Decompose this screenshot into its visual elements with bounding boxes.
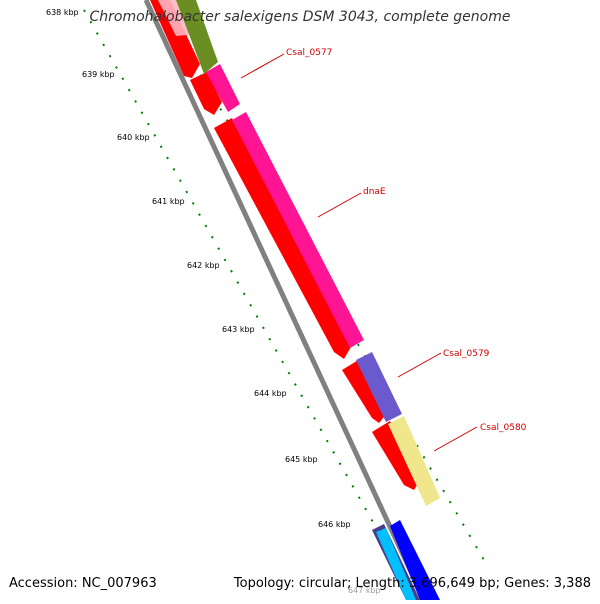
- map-title: Chromohalobacter salexigens DSM 3043, co…: [89, 9, 511, 25]
- tick-label: 644 kbp: [254, 389, 287, 398]
- genome-stats-text: Topology: circular; Length: 3,696,649 bp…: [233, 576, 591, 591]
- tick-label: 642 kbp: [187, 261, 220, 270]
- tick-label: 640 kbp: [117, 133, 150, 142]
- gene-cyan[interactable]: [376, 528, 416, 600]
- gene-pink-dnaE[interactable]: [232, 112, 364, 348]
- leader-Csal_0579: [397, 352, 442, 378]
- gene-red-4[interactable]: [372, 421, 422, 490]
- tick-label: 645 kbp: [285, 455, 318, 464]
- gene-red-dnaE-strand[interactable]: [214, 118, 352, 359]
- ruler-left: [83, 9, 418, 601]
- gene-blue[interactable]: [390, 520, 440, 600]
- gene-red-3[interactable]: [342, 359, 388, 423]
- gene-red-2[interactable]: [190, 72, 222, 115]
- gene-label-Csal_0579[interactable]: Csal_0579: [443, 349, 490, 359]
- accession-text: Accession: NC_007963: [9, 576, 157, 591]
- gene-label-Csal_0580[interactable]: Csal_0580: [480, 423, 527, 433]
- tick-label: 641 kbp: [152, 197, 185, 206]
- leader-dnaE: [317, 192, 362, 218]
- gene-pink-Csal_0577[interactable]: [206, 64, 240, 112]
- tick-label: 639 kbp: [82, 70, 115, 79]
- gene-purple-Csal_0579[interactable]: [356, 352, 402, 422]
- tick-label: 646 kbp: [318, 520, 351, 529]
- tick-label: 643 kbp: [222, 325, 255, 334]
- tick-label: 647 kbp: [348, 586, 381, 595]
- leader-Csal_0580: [433, 426, 478, 452]
- gene-red-1[interactable]: [150, 0, 200, 78]
- chromosome-backbone: [143, 0, 427, 602]
- leader-Csal_0577: [240, 53, 285, 79]
- gene-label-dnaE[interactable]: dnaE: [363, 187, 386, 197]
- tick-label: 638 kbp: [46, 8, 79, 17]
- gene-olive[interactable]: [176, 0, 218, 74]
- gene-label-Csal_0577[interactable]: Csal_0577: [286, 48, 332, 58]
- gene-yellow-Csal_0580[interactable]: [388, 416, 440, 506]
